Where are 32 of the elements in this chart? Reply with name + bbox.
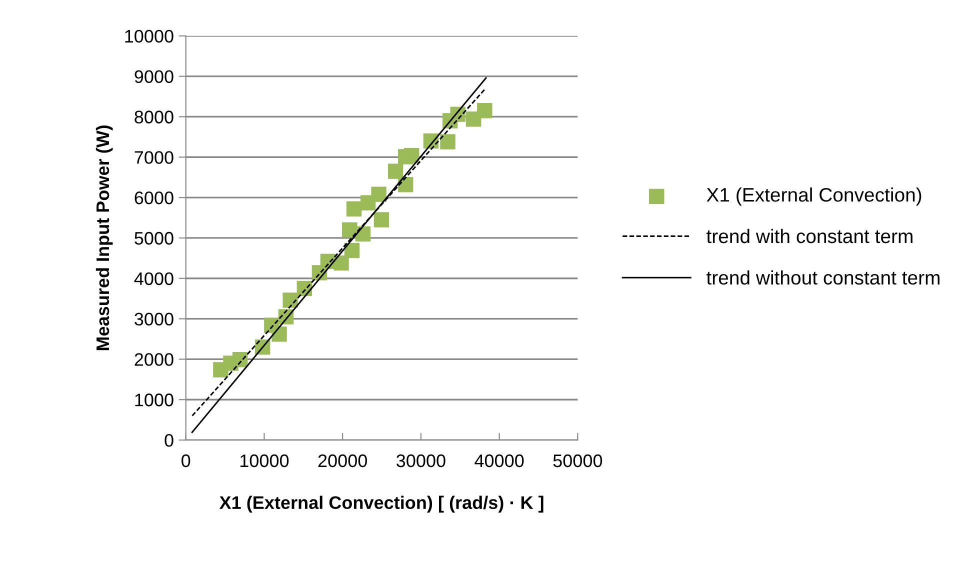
x-tick-label: 50000 — [553, 454, 602, 468]
point — [477, 103, 492, 118]
y-tick-label: 7000 — [134, 151, 174, 164]
y-tick-label: 2000 — [134, 353, 174, 366]
legend-label: X1 (External Convection) — [706, 187, 922, 206]
point — [388, 164, 404, 179]
x-axis-title: X1 (External Convection) [ (rad/s) · K ] — [219, 496, 544, 513]
point — [371, 186, 386, 202]
legend-label: trend with constant term — [706, 228, 912, 244]
point — [282, 292, 298, 308]
y-tick-label: 0 — [164, 434, 174, 447]
x-tick-label: 20000 — [318, 454, 367, 468]
point — [344, 242, 360, 258]
y-tick-label: 6000 — [134, 191, 174, 204]
point — [346, 201, 362, 216]
x-tick-label: 40000 — [474, 454, 524, 468]
legend-label: trend without constant term — [706, 270, 940, 285]
y-axis-title: Measured Input Power (W) — [96, 126, 113, 350]
x-tick-label: 10000 — [240, 454, 289, 468]
point — [404, 148, 420, 164]
point — [374, 212, 390, 228]
y-tick-label: 1000 — [135, 394, 174, 406]
x-tick-label: 0 — [182, 454, 190, 468]
y-tick-label: 5000 — [134, 232, 174, 245]
y-tick-label: 4000 — [134, 272, 174, 286]
x-tick-label: 30000 — [396, 454, 446, 468]
point — [272, 326, 287, 342]
y-tick-label: 9000 — [134, 70, 174, 84]
y-tick-label: 8000 — [134, 110, 174, 124]
y-tick-label: 10000 — [125, 30, 174, 43]
point — [440, 134, 456, 150]
y-tick-label: 3000 — [134, 312, 174, 326]
